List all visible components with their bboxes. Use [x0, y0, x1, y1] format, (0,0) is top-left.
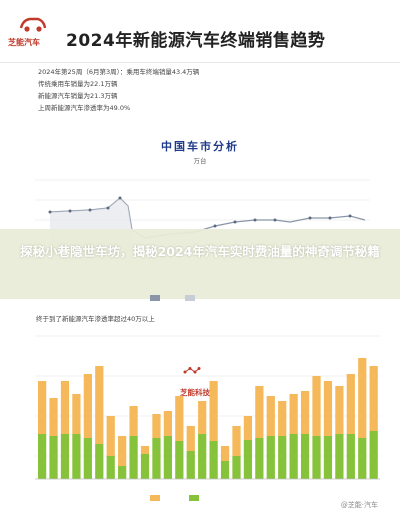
- bar-orange: [106, 416, 115, 456]
- overlay-banner[interactable]: 探秘小巷隐世车坊，揭秘2024年汽车实时费油量的神奇调节秘籍: [0, 229, 400, 299]
- bar-orange: [140, 446, 150, 454]
- bar-green: [152, 438, 161, 479]
- bar-green: [72, 434, 81, 479]
- top-legend: [150, 294, 198, 301]
- bar-green: [49, 436, 58, 479]
- bar-green: [186, 451, 195, 479]
- bar-orange: [198, 401, 207, 434]
- bar-green: [312, 436, 321, 479]
- bar-orange: [83, 374, 92, 438]
- bar-orange: [289, 394, 298, 434]
- bar-green: [175, 441, 184, 479]
- banner-headline[interactable]: 探秘小巷隐世车坊，揭秘2024年汽车实时费油量的神奇调节秘籍: [20, 244, 380, 259]
- bar-orange: [95, 366, 104, 444]
- bar-orange: [358, 358, 367, 438]
- bar-orange: [300, 391, 310, 434]
- stats-line: 上周新能源汽车渗透率为49.0%: [38, 104, 131, 112]
- bar-green: [266, 436, 275, 479]
- bar-green: [278, 436, 287, 479]
- bar-orange: [60, 381, 70, 434]
- bar-green: [289, 434, 298, 479]
- bar-green: [83, 438, 92, 479]
- bar-green: [300, 434, 310, 479]
- bar-green: [129, 436, 138, 479]
- bar-orange: [220, 446, 230, 461]
- bar-orange: [243, 416, 253, 440]
- legend-swatch: [184, 294, 195, 301]
- bar-orange: [312, 376, 321, 436]
- top-chart-title: 中国车市分析: [161, 140, 239, 153]
- bottom-legend: [150, 494, 202, 501]
- bar-orange: [38, 381, 47, 434]
- bar-green: [209, 441, 218, 479]
- bar-green: [140, 454, 150, 479]
- bar-orange: [232, 426, 241, 456]
- bar-green: [220, 461, 230, 479]
- watermark-logo-text: 芝能科技: [180, 388, 210, 397]
- brand-name: 芝能汽车: [8, 38, 40, 47]
- bar-orange: [278, 401, 287, 436]
- stats-line: 2024年第25周（6月第3周）：乘用车终端销量43.4万辆: [38, 68, 200, 76]
- header: 芝能汽车 2024年新能源汽车终端销售趋势: [0, 0, 400, 62]
- legend-swatch: [150, 294, 160, 301]
- bar-green: [232, 456, 241, 479]
- bar-green: [198, 434, 207, 479]
- bar-orange: [209, 381, 218, 441]
- chain-logo-icon: [183, 367, 201, 374]
- bar-orange: [49, 398, 58, 436]
- bar-green: [369, 431, 378, 479]
- stats-line: 新能源汽车销量为21.3万辆: [38, 92, 118, 100]
- bar-chart: [35, 335, 380, 480]
- legend-swatch-orange: [150, 494, 160, 501]
- bar-orange: [266, 396, 275, 436]
- page-title: 2024年新能源汽车终端销售趋势: [66, 31, 326, 51]
- bar-orange: [163, 411, 172, 436]
- bar-orange: [129, 406, 138, 436]
- top-chart-unit: 万台: [193, 157, 207, 165]
- header-divider: [0, 62, 400, 63]
- bar-orange: [335, 386, 344, 434]
- bar-green: [106, 456, 115, 479]
- brand-logo: 芝能汽车: [8, 14, 56, 50]
- bar-green: [358, 438, 367, 479]
- bar-green: [346, 434, 355, 479]
- bottom-chart-caption: 终于到了新能源汽车渗透率超过40万以上: [36, 315, 155, 323]
- bar-orange: [152, 414, 161, 438]
- footer-watermark: @芝能·汽车: [340, 501, 378, 509]
- bar-green: [118, 466, 127, 479]
- bar-orange: [346, 374, 355, 434]
- bar-orange: [72, 394, 81, 434]
- stats-block: 2024年第25周（6月第3周）：乘用车终端销量43.4万辆 传统乘用车销量为2…: [38, 66, 278, 114]
- stats-line: 传统乘用车销量为22.1万辆: [38, 80, 118, 88]
- bar-green: [60, 434, 70, 479]
- bar-orange: [118, 436, 127, 466]
- bar-green: [335, 434, 344, 479]
- bar-orange: [175, 396, 184, 441]
- car-logo-icon: [19, 17, 47, 32]
- bar-green: [163, 436, 172, 479]
- bar-orange: [323, 381, 333, 436]
- bar-orange: [369, 366, 378, 431]
- legend-swatch-green: [188, 494, 199, 501]
- bar-green: [95, 444, 104, 479]
- bar-green: [255, 438, 264, 479]
- bar-green: [38, 434, 47, 479]
- bar-green: [323, 436, 333, 479]
- bar-orange: [255, 386, 264, 438]
- bar-orange: [186, 426, 195, 451]
- bar-green: [243, 440, 253, 479]
